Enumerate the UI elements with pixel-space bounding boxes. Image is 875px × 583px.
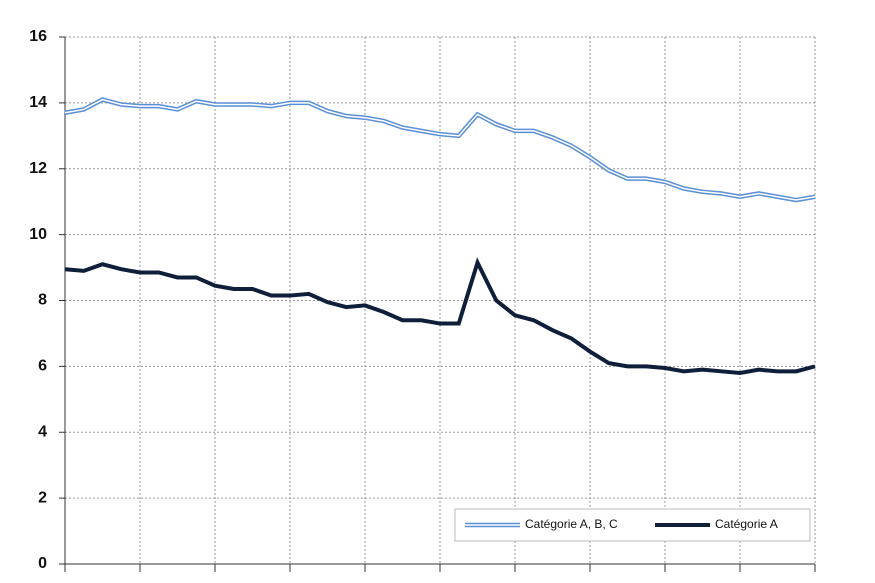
y-tick-label: 6 <box>38 358 47 375</box>
y-tick-label: 8 <box>38 292 47 309</box>
y-tick-label: 4 <box>38 423 47 440</box>
series-line <box>64 257 816 375</box>
legend-label: Catégorie A <box>715 517 778 531</box>
y-tick-label: 14 <box>29 94 47 111</box>
y-tick-label: 2 <box>38 489 47 506</box>
series-line-inner <box>64 98 816 201</box>
y-tick-label: 16 <box>29 28 47 45</box>
y-tick-label: 0 <box>38 555 47 572</box>
legend-label: Catégorie A, B, C <box>525 517 618 531</box>
y-tick-label: 12 <box>29 160 47 177</box>
y-tick-label: 10 <box>29 226 47 243</box>
